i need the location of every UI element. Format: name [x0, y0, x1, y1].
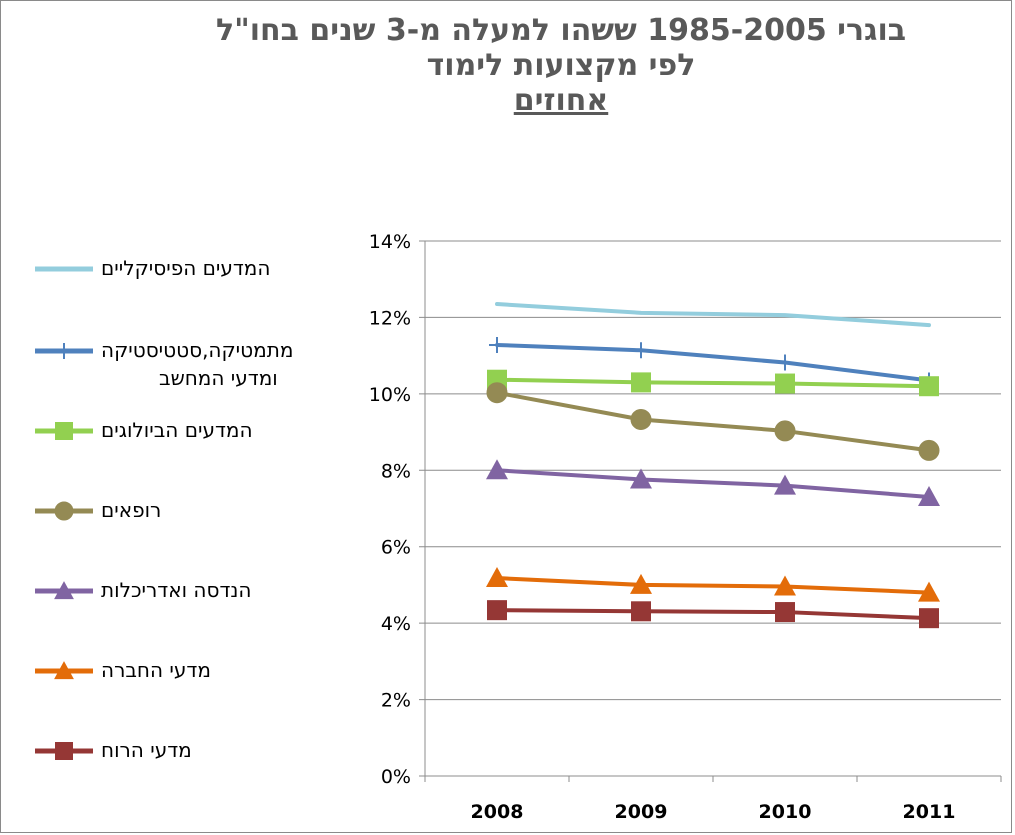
y-tick-label: 4%	[381, 613, 411, 635]
series-line	[495, 302, 931, 328]
series-1	[495, 302, 931, 328]
legend-swatch	[35, 501, 93, 521]
legend-marker	[55, 422, 73, 440]
chart-title-line-2: לפי מקצועות לימוד	[426, 48, 696, 83]
legend-label: המדעים הפיסיקליים	[101, 256, 271, 280]
data-point	[919, 608, 939, 629]
data-point	[774, 474, 796, 495]
series-3	[487, 369, 939, 397]
data-point	[489, 336, 505, 353]
legend-label: מתמטיקה,סטטיסטיקה	[101, 338, 294, 362]
x-tick-label: 2010	[759, 801, 812, 823]
legend-item: מתמטיקה,סטטיסטיקה ומדעי המחשב	[21, 337, 341, 397]
legend-label: רופאים	[101, 498, 162, 522]
data-point	[486, 382, 508, 404]
y-tick-label: 14%	[369, 231, 411, 253]
series-7	[487, 600, 939, 629]
legend-swatch	[35, 266, 93, 272]
data-point	[777, 354, 793, 371]
data-point	[774, 575, 796, 596]
series-line	[495, 468, 931, 500]
series-line	[495, 390, 931, 453]
data-point	[486, 567, 508, 588]
legend-label: מדעי הרוח	[101, 738, 192, 762]
x-tick-label: 2008	[471, 801, 524, 823]
legend-marker	[56, 343, 72, 359]
data-point	[487, 600, 507, 621]
data-point	[633, 342, 649, 359]
legend-label: הנדסה ואדריכלות	[101, 578, 252, 602]
legend-label: מדעי החברה	[101, 658, 211, 682]
data-point	[631, 601, 651, 622]
series-4	[486, 382, 940, 461]
data-point	[486, 459, 508, 480]
legend-swatch	[35, 343, 93, 359]
data-point	[918, 486, 940, 507]
legend-swatch	[35, 661, 93, 680]
series-line	[495, 608, 931, 621]
data-point	[919, 376, 939, 397]
data-point	[918, 439, 940, 461]
chart-title-line-1: בוגרי 1985-2005 ששהו למעלה מ-3 שנים בחו"…	[215, 13, 907, 48]
x-tick-label: 2011	[903, 801, 956, 823]
y-tick-label: 0%	[381, 766, 411, 788]
legend-label: ומדעי המחשב	[159, 366, 278, 390]
legend-item: המדעים הפיסיקליים	[21, 255, 341, 315]
legend-item: רופאים	[21, 497, 341, 557]
series-line	[495, 377, 931, 389]
legend-marker	[55, 742, 73, 760]
chart-title-line-3: אחוזים	[513, 83, 609, 118]
series-5	[486, 459, 940, 507]
y-tick-label: 8%	[381, 460, 411, 482]
data-point	[631, 372, 651, 393]
y-tick-label: 12%	[369, 307, 411, 329]
data-point	[775, 602, 795, 623]
series-6	[486, 567, 940, 602]
legend-item: הנדסה ואדריכלות	[21, 577, 341, 637]
legend-item: מדעי החברה	[21, 657, 341, 717]
legend-label: המדעים הביולוגים	[101, 418, 253, 442]
data-point	[918, 581, 940, 602]
y-tick-label: 6%	[381, 537, 411, 559]
y-tick-label: 10%	[369, 384, 411, 406]
data-point	[630, 408, 652, 430]
data-point	[630, 468, 652, 489]
legend-item: מדעי הרוח	[21, 737, 341, 797]
data-point	[775, 373, 795, 394]
series-line	[495, 342, 931, 383]
legend-marker	[54, 661, 74, 680]
legend-swatch	[35, 422, 93, 440]
series-line	[495, 576, 931, 595]
legend-swatch	[35, 742, 93, 760]
chart-title: בוגרי 1985-2005 ששהו למעלה מ-3 שנים בחו"…	[201, 13, 921, 118]
data-point	[630, 573, 652, 594]
legend-swatch	[35, 581, 93, 600]
y-tick-label: 2%	[381, 690, 411, 712]
legend-marker	[54, 581, 74, 600]
data-point	[774, 420, 796, 442]
x-tick-label: 2009	[615, 801, 668, 823]
legend-marker	[54, 501, 74, 521]
legend-item: המדעים הביולוגים	[21, 417, 341, 477]
